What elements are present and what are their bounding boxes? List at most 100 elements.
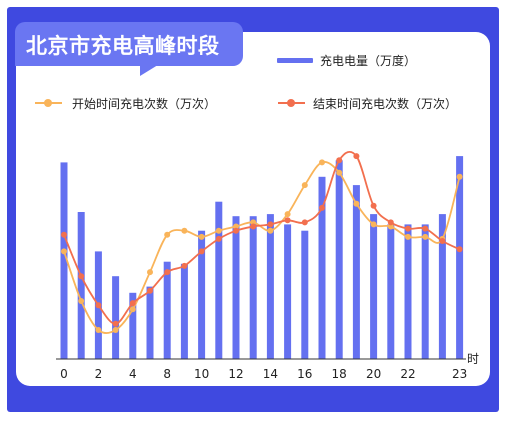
start-point-hour-12 (267, 227, 274, 234)
end-point-hour-1 (78, 273, 85, 280)
start-point-hour-17 (353, 200, 360, 207)
start-point-hour-18 (370, 221, 377, 228)
end-point-hour-2 (95, 302, 102, 309)
bar-hour-22 (438, 214, 446, 359)
start-point-hour-23 (456, 173, 463, 180)
bar-hour-10 (232, 216, 240, 359)
bar-hour-3 (112, 276, 120, 359)
start-point-hour-15 (319, 159, 325, 166)
legend-end-dot (287, 99, 295, 107)
start-point-hour-2 (95, 327, 102, 333)
legend-start-label: 开始时间充电次数（万次） (72, 96, 216, 111)
start-point-hour-8 (198, 233, 205, 240)
end-point-hour-22 (439, 238, 446, 244)
x-tick-label: 8 (163, 367, 171, 381)
start-point-hour-0 (61, 248, 67, 255)
legend-item-start: 开始时间充电次数（万次） (35, 96, 216, 111)
x-tick-label: 16 (297, 367, 312, 381)
start-point-hour-20 (405, 233, 411, 240)
bar-hour-18 (370, 214, 378, 359)
start-point-hour-6 (164, 231, 171, 238)
end-point-hour-14 (301, 219, 308, 226)
end-point-hour-11 (250, 223, 257, 230)
bar-hour-15 (318, 176, 326, 359)
x-tick-labels: 0 2 4 8 10 12 14 16 18 20 22 23 (60, 367, 467, 381)
bar-series (60, 156, 464, 359)
bar-hour-14 (301, 230, 309, 359)
bar-hour-7 (180, 263, 188, 359)
start-point-hour-5 (147, 269, 153, 276)
end-point-hour-18 (370, 202, 377, 209)
x-tick-label: 10 (194, 367, 209, 381)
end-series-points (61, 153, 463, 327)
legend: 充电电量（万度） 开始时间充电次数（万次） 结束时间充电次数（万次） (35, 53, 457, 111)
end-point-hour-8 (198, 248, 205, 255)
start-point-hour-19 (387, 223, 394, 230)
bar-hour-0 (60, 162, 68, 359)
end-series-line (63, 150, 460, 325)
end-point-hour-4 (129, 300, 136, 307)
start-point-hour-16 (336, 169, 343, 176)
bar-hour-9 (215, 201, 223, 359)
start-point-hour-3 (112, 327, 119, 333)
end-point-hour-7 (181, 262, 188, 269)
bar-hour-20 (404, 224, 412, 359)
x-axis-unit: 时 (467, 352, 479, 366)
bar-hour-13 (284, 224, 292, 359)
legend-bar-label: 充电电量（万度） (320, 53, 416, 68)
end-point-hour-17 (353, 153, 360, 160)
x-tick-label: 0 (60, 367, 68, 381)
x-tick-label: 14 (263, 367, 278, 381)
start-point-hour-14 (301, 182, 308, 189)
bar-hour-1 (77, 212, 85, 359)
bar-hour-11 (249, 216, 257, 359)
x-tick-label: 20 (366, 367, 381, 381)
bar-hour-16 (335, 160, 343, 359)
bar-hour-21 (421, 224, 429, 359)
x-tick-label: 23 (452, 367, 467, 381)
legend-end-label: 结束时间充电次数（万次） (313, 96, 457, 111)
end-point-hour-23 (456, 246, 463, 253)
title-badge (15, 22, 243, 66)
x-tick-label: 12 (228, 367, 243, 381)
end-point-hour-12 (267, 221, 274, 228)
start-point-hour-7 (181, 227, 188, 234)
start-point-hour-13 (284, 211, 291, 218)
bar-hour-4 (129, 292, 137, 359)
bar-hour-6 (163, 261, 171, 359)
end-point-hour-0 (61, 231, 67, 238)
end-point-hour-15 (319, 204, 325, 211)
legend-item-bars: 充电电量（万度） (277, 53, 416, 68)
end-point-hour-9 (215, 235, 222, 242)
bar-hour-5 (146, 286, 154, 359)
x-tick-label: 2 (95, 367, 103, 381)
start-point-hour-1 (78, 298, 85, 304)
start-point-hour-9 (215, 227, 222, 234)
end-point-hour-5 (147, 287, 153, 294)
end-point-hour-19 (387, 219, 394, 226)
end-point-hour-20 (405, 225, 411, 232)
legend-item-end: 结束时间充电次数（万次） (278, 96, 457, 111)
x-tick-label: 4 (129, 367, 137, 381)
end-point-hour-10 (233, 227, 239, 234)
end-point-hour-16 (336, 157, 343, 164)
start-point-hour-11 (250, 219, 257, 226)
title-badge-tail (140, 60, 166, 76)
end-point-hour-6 (164, 269, 171, 276)
bar-hour-17 (352, 185, 360, 359)
end-point-hour-13 (284, 217, 291, 224)
end-point-hour-3 (112, 320, 119, 327)
start-point-hour-21 (422, 233, 429, 240)
bar-hour-12 (266, 214, 274, 359)
start-point-hour-4 (129, 306, 136, 313)
start-series-points (61, 159, 463, 333)
bar-hour-8 (198, 230, 206, 359)
start-series-line (63, 161, 461, 335)
x-tick-label: 18 (332, 367, 347, 381)
bar-hour-23 (456, 156, 464, 359)
x-tick-label: 22 (400, 367, 415, 381)
chart-title: 北京市充电高峰时段 (26, 34, 220, 58)
bar-hour-19 (387, 224, 395, 359)
legend-start-dot (44, 99, 52, 107)
